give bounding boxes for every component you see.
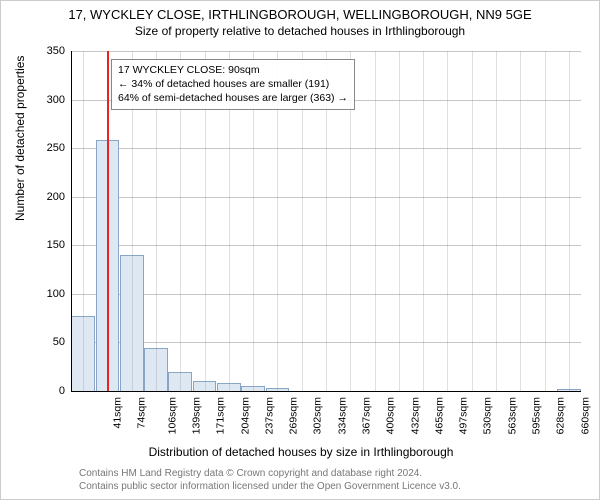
- y-tick-label: 100: [35, 288, 65, 300]
- x-tick-label: 400sqm: [385, 397, 397, 434]
- x-tick-label: 41sqm: [112, 397, 124, 429]
- x-tick-label: 204sqm: [239, 397, 251, 434]
- grid-line-v: [447, 51, 448, 391]
- x-tick-label: 269sqm: [288, 397, 300, 434]
- annotation-line1: 17 WYCKLEY CLOSE: 90sqm: [118, 63, 348, 77]
- x-tick-label: 367sqm: [360, 397, 372, 434]
- annotation-line3: 64% of semi-detached houses are larger (…: [118, 91, 348, 105]
- footer: Contains HM Land Registry data © Crown c…: [79, 467, 461, 493]
- chart-area: 05010015020025030035041sqm74sqm106sqm139…: [71, 51, 581, 391]
- grid-line-v: [472, 51, 473, 391]
- y-tick-label: 350: [35, 45, 65, 57]
- x-tick-label: 171sqm: [215, 397, 227, 434]
- x-axis: [71, 391, 581, 392]
- x-tick-label: 432sqm: [409, 397, 421, 434]
- y-axis: [71, 51, 72, 391]
- x-tick-label: 497sqm: [458, 397, 470, 434]
- grid-line-v: [83, 51, 84, 391]
- property-marker-line: [107, 51, 109, 391]
- grid-line-v: [496, 51, 497, 391]
- y-tick-label: 200: [35, 191, 65, 203]
- x-tick-label: 139sqm: [190, 397, 202, 434]
- chart-container: 17, WYCKLEY CLOSE, IRTHLINGBOROUGH, WELL…: [0, 0, 600, 500]
- y-tick-label: 0: [35, 385, 65, 397]
- x-tick-label: 106sqm: [166, 397, 178, 434]
- x-axis-label: Distribution of detached houses by size …: [1, 445, 600, 459]
- x-tick-label: 563sqm: [506, 397, 518, 434]
- grid-line-v: [569, 51, 570, 391]
- y-axis-label: Number of detached properties: [13, 56, 27, 221]
- y-tick-label: 250: [35, 142, 65, 154]
- grid-line-v: [520, 51, 521, 391]
- x-tick-label: 74sqm: [136, 397, 148, 429]
- footer-line2: Contains public sector information licen…: [79, 480, 461, 493]
- y-tick-label: 150: [35, 239, 65, 251]
- footer-line1: Contains HM Land Registry data © Crown c…: [79, 467, 461, 480]
- x-tick-label: 334sqm: [336, 397, 348, 434]
- grid-line-v: [375, 51, 376, 391]
- annotation-box: 17 WYCKLEY CLOSE: 90sqm ← 34% of detache…: [111, 59, 355, 110]
- y-tick-label: 50: [35, 336, 65, 348]
- x-tick-label: 465sqm: [433, 397, 445, 434]
- x-tick-label: 628sqm: [555, 397, 567, 434]
- x-tick-label: 302sqm: [312, 397, 324, 434]
- x-tick-label: 237sqm: [263, 397, 275, 434]
- x-tick-label: 660sqm: [579, 397, 591, 434]
- grid-line-v: [545, 51, 546, 391]
- chart-title-sub: Size of property relative to detached ho…: [1, 24, 599, 38]
- y-tick-label: 300: [35, 94, 65, 106]
- annotation-line2: ← 34% of detached houses are smaller (19…: [118, 77, 348, 91]
- x-tick-label: 595sqm: [530, 397, 542, 434]
- grid-line-v: [423, 51, 424, 391]
- x-tick-label: 530sqm: [482, 397, 494, 434]
- chart-title-main: 17, WYCKLEY CLOSE, IRTHLINGBOROUGH, WELL…: [1, 7, 599, 22]
- grid-line-v: [399, 51, 400, 391]
